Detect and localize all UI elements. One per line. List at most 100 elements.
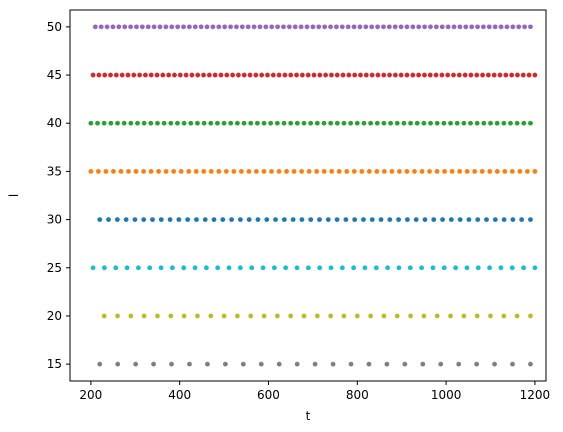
data-point [269,169,274,174]
data-point [208,120,214,126]
data-point [299,169,304,174]
data-point [394,120,400,126]
data-point [248,313,254,319]
data-point [410,24,416,30]
data-point [195,72,201,78]
data-point [398,72,404,78]
y-tick-label: 30 [47,213,62,227]
data-point [521,265,526,271]
data-point [404,169,410,174]
data-point [211,217,217,222]
data-point [329,169,335,174]
data-point [115,361,121,367]
data-point [453,265,458,271]
series-45 [90,72,538,78]
data-point [251,24,257,30]
data-point [221,313,227,319]
data-point [139,24,145,30]
data-point [237,217,243,222]
x-tick-label: 200 [79,388,102,402]
data-point [334,72,340,78]
data-point [189,72,195,78]
data-point [487,169,493,174]
data-point [456,72,462,78]
data-point [520,72,526,78]
data-point [503,72,509,78]
data-point [123,217,129,222]
data-point [166,72,172,78]
data-point [381,72,387,78]
data-point [328,120,334,126]
data-point [442,169,447,174]
data-point [222,361,228,367]
data-point [374,169,380,174]
data-point [362,265,368,271]
data-point [101,313,107,319]
points-layer [88,24,538,367]
data-point [160,72,166,78]
data-point [177,72,183,78]
data-point [210,24,216,30]
data-point [463,24,469,30]
data-point [492,361,497,367]
data-point [330,361,336,367]
data-point [113,72,119,78]
data-point [181,265,187,271]
data-point [314,313,320,319]
data-point [175,120,180,126]
data-point [229,217,235,222]
series-35 [88,169,538,174]
data-point [369,24,375,30]
data-point [290,217,296,222]
data-point [283,265,289,271]
data-point [103,169,109,174]
data-point [445,24,451,30]
data-point [480,72,485,78]
x-tick-label: 800 [346,388,369,402]
data-point [101,120,107,126]
data-point [351,169,357,174]
data-point [339,24,345,30]
data-point [201,120,207,126]
data-point [234,24,239,30]
data-point [474,72,480,78]
data-point [366,169,372,174]
data-point [141,169,146,174]
data-point [454,120,460,126]
data-point [304,24,310,30]
data-point [208,169,214,174]
data-point [171,169,177,174]
data-point [378,217,384,222]
data-point [381,169,387,174]
data-point [133,169,139,174]
data-point [281,120,287,126]
data-point [274,120,280,126]
data-point [195,120,200,126]
data-point [114,217,120,222]
data-point [148,120,154,126]
data-point [434,313,440,319]
data-point [265,72,270,78]
data-point [248,120,254,126]
data-point [134,24,139,30]
data-point [398,24,404,30]
data-point [522,24,527,30]
data-point [413,217,419,222]
data-point [216,169,222,174]
data-point [192,265,198,271]
data-point [181,120,187,126]
data-point [509,265,515,271]
data-point [457,217,463,222]
data-point [154,72,160,78]
data-point [501,120,507,126]
data-point [236,72,241,78]
data-point [419,169,425,174]
data-point [498,265,504,271]
data-point [448,120,453,126]
data-point [421,120,427,126]
data-point [292,24,298,30]
data-point [469,24,475,30]
data-point [261,169,267,174]
y-axis: 15 20 25 30 35 40 45 50 [47,20,70,371]
data-point [187,361,192,367]
